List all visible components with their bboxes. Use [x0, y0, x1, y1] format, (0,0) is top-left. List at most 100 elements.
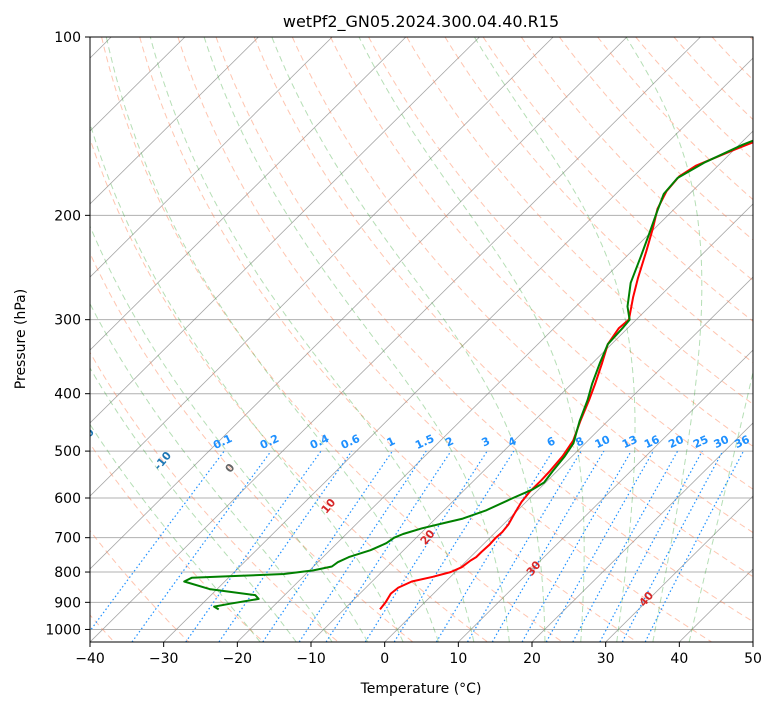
dry-adiabat-line	[635, 37, 753, 161]
x-tick-label: 50	[744, 651, 762, 667]
moist-adiabat-line	[473, 37, 636, 642]
mixing-ratio-label: 6	[545, 434, 558, 449]
isotherm-line	[163, 57, 753, 642]
isotherm-line	[90, 37, 407, 351]
y-tick-label: 600	[54, 491, 81, 507]
x-axis-label: Temperature (°C)	[360, 681, 482, 697]
mixing-ratio-label: 30	[712, 433, 732, 451]
isotherm-line	[458, 349, 753, 642]
dry-adiabat-label: -20	[74, 426, 97, 450]
x-tick-label: 20	[523, 651, 541, 667]
dry-adiabat-line	[291, 37, 753, 534]
isotherm-line	[90, 37, 701, 642]
isotherm-line	[679, 568, 753, 642]
moist-adiabat-line	[688, 370, 753, 642]
dry-adiabat-line	[90, 252, 414, 642]
dry-adiabat-line	[444, 37, 753, 364]
isotherm-line	[605, 495, 753, 642]
dry-adiabat-line	[406, 37, 753, 405]
mixing-ratio-line	[545, 450, 654, 642]
y-tick-label: 200	[54, 208, 81, 224]
axes: −40 −30 −20 −10 0 10 20 30 40 5010020030040050060…	[45, 30, 762, 667]
moist-adiabat-line	[358, 37, 585, 642]
mixing-ratio-line	[185, 450, 322, 642]
y-tick-label: 400	[54, 387, 81, 403]
dewpoint-line	[183, 139, 753, 611]
mixing-ratio-label: 0.4	[308, 432, 331, 452]
x-tick-label: 30	[597, 651, 615, 667]
annotations: 0.10.20.40.611.52346810131620253036-100-…	[74, 426, 752, 610]
moist-adiabat-line	[90, 366, 297, 642]
y-tick-label: 900	[54, 595, 81, 611]
moist-adiabat-line	[271, 37, 546, 642]
mixing-ratio-line	[90, 450, 225, 632]
isotherm-line	[90, 37, 480, 424]
dry-adiabat-label: 40	[636, 589, 656, 609]
y-tick-label: 500	[54, 444, 81, 460]
x-tick-label: −20	[223, 651, 253, 667]
mixing-ratio-line	[364, 450, 488, 642]
plot-frame	[89, 36, 754, 643]
y-tick-label: 300	[54, 313, 81, 329]
x-tick-label: 0	[380, 651, 389, 667]
dry-adiabat-label: -10	[151, 449, 174, 473]
mixing-ratio-line	[325, 450, 452, 642]
y-tick-label: 800	[54, 565, 81, 581]
background-lines	[90, 37, 753, 642]
mixing-ratio-label: 8	[573, 434, 585, 449]
moist-adiabat-line	[105, 37, 439, 642]
mixing-ratio-line	[572, 450, 679, 642]
plot-lines	[183, 139, 753, 611]
dry-adiabat-line	[139, 37, 638, 642]
isotherm-line	[531, 422, 753, 642]
y-tick-label: 700	[54, 531, 81, 547]
mixing-ratio-line	[131, 450, 272, 642]
x-tick-label: −10	[296, 651, 326, 667]
isotherm-line	[237, 130, 753, 642]
dry-adiabat-line	[597, 37, 753, 201]
mixing-ratio-label: 36	[732, 433, 752, 451]
x-tick-label: 40	[670, 651, 688, 667]
dry-adiabat-line	[711, 37, 753, 81]
isotherm-line	[384, 276, 753, 642]
y-tick-label: 100	[54, 30, 81, 46]
dry-adiabat-line	[177, 37, 712, 642]
mixing-ratio-line	[599, 450, 703, 642]
dry-adiabat-line	[520, 37, 753, 282]
mixing-ratio-line	[466, 450, 582, 642]
dry-adiabat-line	[90, 529, 190, 642]
mixing-ratio-line	[262, 450, 393, 642]
isotherm-line	[90, 37, 554, 497]
dry-adiabat-line	[559, 37, 753, 241]
dry-adiabat-label: 20	[418, 527, 438, 547]
mixing-ratio-label: 0.1	[211, 432, 234, 452]
isotherm-line	[310, 203, 753, 642]
moist-adiabat-line	[90, 302, 333, 642]
dry-adiabat-line	[90, 137, 488, 642]
mixing-ratio-label: 10	[593, 433, 613, 451]
mixing-ratio-label: 1	[385, 434, 397, 449]
dry-adiabat-label: 0	[223, 461, 238, 475]
moist-adiabat-line	[625, 37, 703, 642]
moist-adiabat-line	[90, 121, 404, 642]
dry-adiabat-line	[215, 37, 753, 623]
mixing-ratio-label: 3	[479, 434, 491, 449]
isotherm-line	[90, 37, 628, 570]
y-tick-label: 1000	[45, 622, 81, 638]
dry-adiabat-line	[101, 37, 563, 642]
isotherm-line	[90, 37, 333, 278]
moist-adiabat-line	[149, 37, 475, 642]
dry-adiabat-line	[90, 351, 339, 642]
mixing-ratio-label: 16	[642, 433, 662, 451]
mixing-ratio-line	[218, 450, 353, 642]
mixing-ratio-line	[644, 450, 745, 642]
dry-adiabat-line	[330, 37, 753, 490]
moist-adiabat-line	[90, 224, 369, 642]
x-tick-label: −30	[149, 651, 179, 667]
dry-adiabat-line	[482, 37, 753, 322]
chart-title: wetPf2_GN05.2024.300.04.40.R15	[283, 12, 559, 32]
moist-adiabat-line	[203, 37, 510, 642]
x-tick-label: −40	[75, 651, 105, 667]
dry-adiabat-line	[749, 37, 753, 41]
mixing-ratio-line	[435, 450, 554, 642]
